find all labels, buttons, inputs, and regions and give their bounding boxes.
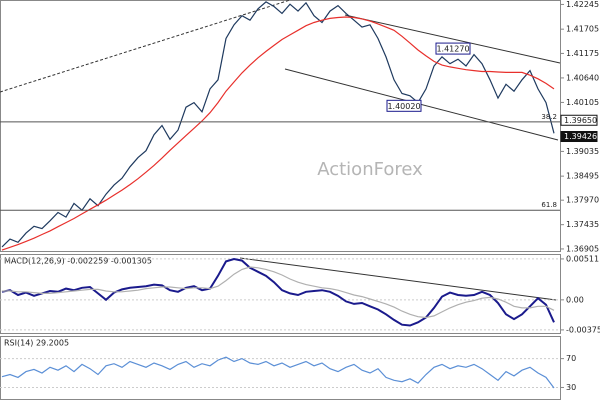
channel-top <box>344 14 561 64</box>
y-tick-label: 1.36905 <box>566 244 599 253</box>
annotation-label: 1.41270 <box>436 45 469 54</box>
line-macd <box>1 257 555 327</box>
annotation-box <box>386 99 422 112</box>
y-tick-label: 1.37970 <box>566 196 599 205</box>
macd-trendline <box>239 257 557 301</box>
y-tick-label: 1.37435 <box>566 220 599 229</box>
y-tick-label: 1.40105 <box>566 98 599 107</box>
annotation-label: 1.40020 <box>387 102 420 111</box>
price-label-box <box>560 114 598 126</box>
line-price <box>1 1 555 248</box>
y-tick-label: -0.003754 <box>566 325 600 334</box>
line-signal <box>2 266 555 319</box>
annotation-box <box>435 42 471 55</box>
price-panel <box>0 0 561 252</box>
price-label: 1.39650 <box>564 116 597 125</box>
y-tick-label: 1.41705 <box>566 25 599 34</box>
watermark: ActionForex <box>317 159 423 180</box>
line-rsi <box>1 356 555 389</box>
y-tick-label: 1.38495 <box>566 172 599 181</box>
y-tick-label: 0.00511 <box>566 254 599 263</box>
y-tick-label: 1.42245 <box>566 0 599 9</box>
y-tick-label: 1.41175 <box>566 49 599 58</box>
price-label: 1.39426 <box>564 132 597 141</box>
price-label-box <box>560 131 598 143</box>
y-tick-label: 0.00 <box>566 295 584 304</box>
fib-label: 38.2 <box>541 113 557 121</box>
y-tick-label: 1.39035 <box>566 147 599 156</box>
macd-title: MACD(12,26,9) -0.002259 -0.001305 <box>4 257 152 266</box>
y-tick-label: 70 <box>566 354 576 363</box>
macd-panel <box>0 254 561 334</box>
rsi-title: RSI(14) 29.2005 <box>4 339 69 348</box>
fib-label: 61.8 <box>541 201 557 209</box>
line-ma <box>1 16 555 251</box>
trendline <box>0 0 291 93</box>
y-tick-label: 30 <box>566 383 576 392</box>
y-tick-label: 1.40640 <box>566 73 599 82</box>
